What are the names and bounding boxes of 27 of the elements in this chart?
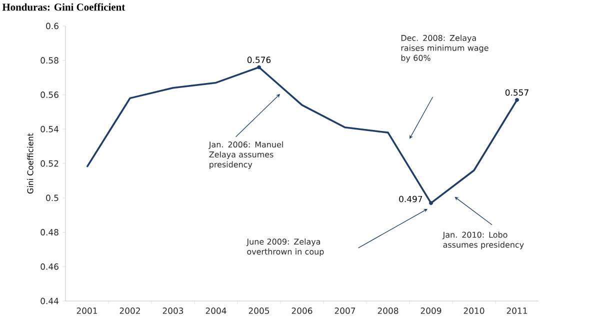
data-label: 0.557 — [505, 89, 528, 96]
data-label: 0.497 — [399, 196, 422, 202]
x-tick-label: 2011 — [506, 308, 527, 314]
y-tick-label: 0.54 — [40, 126, 58, 132]
y-tick-label: 0.6 — [46, 22, 58, 30]
y-tick-label: 0.44 — [40, 298, 58, 304]
y-tick-label: 0.48 — [40, 229, 58, 236]
y-tick-label: 0.56 — [40, 92, 58, 98]
x-tick-label: 2005 — [248, 308, 270, 314]
point — [257, 65, 261, 70]
point — [429, 201, 433, 206]
x-tick-label: 2002 — [120, 308, 140, 314]
y-tick-label: 0.52 — [40, 160, 58, 167]
x-tick-label: 2004 — [206, 308, 226, 314]
x-tick-label: 2007 — [334, 308, 356, 314]
x-tick-label: 2001 — [76, 308, 97, 314]
x-tick-label: 2006 — [292, 308, 312, 314]
data-label: 0.576 — [247, 56, 271, 64]
x-tick-label: 2008 — [378, 308, 398, 314]
x-tick-label: 2010 — [464, 308, 484, 314]
point — [515, 98, 519, 102]
chart-title: Honduras: Gini Coefficient — [2, 3, 126, 11]
y-tick-label: 0.46 — [40, 263, 58, 270]
y-tick-label: 0.58 — [40, 57, 58, 64]
x-tick-label: 2003 — [162, 308, 184, 314]
y-tick-label: 0.5 — [46, 194, 58, 202]
x-tick-label: 2009 — [420, 308, 442, 314]
